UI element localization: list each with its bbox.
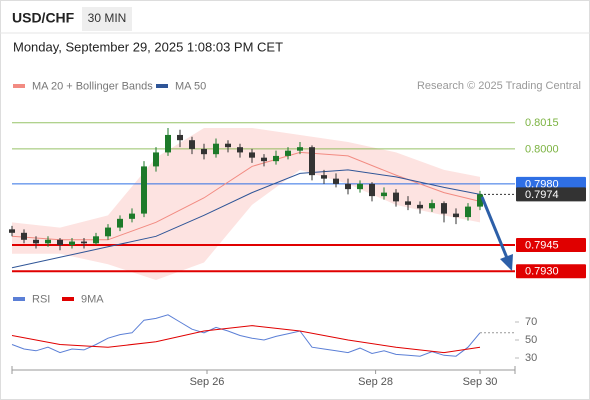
candle-body (117, 218, 123, 228)
level-label: 0.7930 (525, 266, 559, 278)
candle-body (249, 152, 255, 158)
candle-body (69, 241, 75, 246)
level-label: 0.7945 (525, 239, 559, 251)
timestamp: Monday, September 29, 2025 1:08:03 PM CE… (13, 39, 283, 54)
ma-line (11, 169, 481, 269)
candle-body (237, 147, 243, 153)
x-tick-label: Sep 28 (358, 376, 393, 388)
forecast-arrow (480, 196, 513, 271)
rsi-tick-label: 50 (525, 334, 537, 346)
level-label: 0.8000 (525, 143, 559, 155)
symbol: USD/CHF (12, 10, 75, 26)
legend-swatch (13, 84, 25, 88)
x-tick-label: Sep 30 (463, 376, 498, 388)
candle-body (129, 213, 135, 219)
candle-body (453, 213, 459, 218)
candle-body (405, 201, 411, 205)
x-tick-label: Sep 26 (190, 376, 225, 388)
legend-swatch (13, 297, 25, 301)
copyright: Research © 2025 Trading Central (417, 80, 581, 92)
candle-body (297, 147, 303, 151)
ma-line (11, 151, 481, 241)
interval-box (82, 7, 132, 31)
level-label-box (516, 264, 586, 279)
level-label: 0.7974 (525, 189, 559, 201)
legend-label: 9MA (81, 293, 104, 305)
candle-body (177, 134, 183, 141)
candle-body (273, 155, 279, 162)
candle-body (81, 241, 87, 244)
candle-body (189, 140, 195, 149)
level-label-box (516, 187, 586, 202)
candle-body (93, 236, 99, 244)
candle-body (45, 239, 51, 244)
candle-body (429, 203, 435, 209)
candle-body (441, 203, 447, 214)
candle-body (309, 147, 315, 176)
candle-body (261, 157, 267, 162)
candle-body (357, 183, 363, 190)
level-label: 0.8015 (525, 117, 559, 129)
rsi-line (11, 325, 481, 354)
candle-body (465, 206, 471, 218)
candle-body (417, 204, 423, 209)
candle-body (21, 232, 27, 240)
candle-body (285, 150, 291, 156)
candle-body (153, 152, 159, 167)
candle-body (33, 239, 39, 244)
rsi-tick-label: 70 (525, 316, 537, 328)
level-label: 0.7980 (525, 178, 559, 190)
candle-body (225, 143, 231, 148)
candle-body (57, 239, 63, 246)
candle-body (321, 175, 327, 179)
candle-body (345, 183, 351, 190)
candle-body (141, 166, 147, 214)
candle-body (381, 192, 387, 197)
legend-label: RSI (32, 293, 50, 305)
candle-body (213, 143, 219, 155)
candle-body (393, 192, 399, 202)
interval: 30 MIN (88, 11, 127, 25)
candle-body (369, 183, 375, 197)
level-label-box (516, 238, 586, 253)
candle-body (105, 227, 111, 237)
candle-body (165, 134, 171, 153)
candle-body (333, 178, 339, 184)
legend-label: MA 50 (175, 80, 206, 92)
legend-label: MA 20 + Bollinger Bands (32, 80, 153, 92)
candle-body (201, 148, 207, 155)
rsi-tick-label: 30 (525, 352, 537, 364)
legend-swatch (62, 297, 74, 301)
candle-body (477, 194, 483, 207)
candle-body (9, 229, 15, 233)
rsi-line (11, 314, 481, 357)
legend-swatch (156, 84, 168, 88)
